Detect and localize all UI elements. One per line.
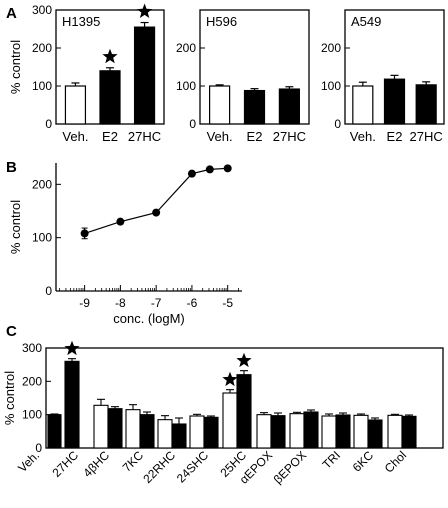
bar [64,360,80,449]
y-tick-label: 0 [334,117,341,131]
y-tick-label: 200 [32,41,52,55]
x-tick-label: -8 [115,296,126,310]
category-label: E2 [102,129,118,144]
data-point [80,229,89,238]
x-tick-label: -7 [151,296,162,310]
bar [289,413,305,449]
bar [133,26,156,125]
category-label: 7KC [120,448,147,475]
bar [171,423,187,449]
x-tick-label: -5 [222,296,233,310]
category-label: 27HC [410,129,443,144]
bar [125,409,141,449]
data-point [223,164,232,173]
bar [256,414,272,449]
bar [157,419,173,449]
bar [189,415,205,449]
y-tick-label: 0 [189,117,196,131]
bar [352,85,374,125]
y-tick-label: 200 [32,177,52,191]
bar [383,78,406,125]
bar [270,415,286,449]
bar [203,416,219,449]
category-label: Veh. [207,129,233,144]
category-label: Veh. [62,129,88,144]
bar [222,392,238,449]
bar [415,84,437,125]
category-label: 24SHC [174,448,211,485]
y-tick-label: 300 [32,3,52,17]
y-tick-label: 100 [32,79,52,93]
y-tick-label: 100 [22,408,42,422]
significance-star [236,352,252,368]
x-tick-label: -9 [79,296,90,310]
category-label: 22RHC [140,448,178,486]
y-axis-label: % control [8,40,23,94]
category-label: E2 [247,129,263,144]
panel-annotation: A549 [351,14,381,29]
category-label: βEPOX [271,448,309,486]
significance-star [102,48,118,64]
bar [209,85,231,125]
category-label: TRI [320,448,344,472]
panel-letter-a: A [6,5,17,22]
category-label: Chol [382,448,409,475]
significance-star [64,340,80,356]
y-tick-label: 200 [22,374,42,388]
y-tick-label: 0 [45,117,52,131]
data-point [205,165,214,174]
bar [47,414,62,449]
category-label: 27HC [273,129,306,144]
category-label: 4βHC [80,448,112,480]
bar [99,70,121,125]
category-label: 27HC [128,129,161,144]
bar [353,414,369,449]
y-tick-label: 300 [22,341,42,355]
y-tick-label: 100 [32,231,52,245]
bar [107,408,123,449]
bar [139,414,155,449]
category-label: 27HC [50,448,82,480]
series-line [84,167,228,234]
y-tick-label: 200 [176,41,196,55]
bar [335,414,351,449]
bar [303,411,319,449]
category-label: Veh. [350,129,376,144]
significance-star [222,371,238,387]
y-tick-label: 200 [321,41,341,55]
y-tick-label: 0 [45,284,52,298]
bar [236,374,252,449]
category-label: E2 [387,129,403,144]
category-label: 6KC [350,448,377,475]
data-point [116,217,125,226]
y-tick-label: 100 [176,79,196,93]
panel-annotation: H1395 [62,14,100,29]
y-tick-label: 100 [321,79,341,93]
bar [64,85,87,125]
data-point [187,169,196,178]
bar [401,415,417,449]
bar [243,89,266,125]
x-tick-label: -6 [187,296,198,310]
bar [321,415,337,449]
panel-letter-b: B [6,159,17,176]
bar [387,414,403,449]
bar [93,404,109,449]
y-axis-label: % control [8,200,23,254]
panel-annotation: H596 [206,14,237,29]
x-axis-label: conc. (logM) [113,311,185,326]
bar [278,88,300,125]
y-tick-label: 0 [35,441,42,455]
significance-star [137,3,153,18]
data-point [152,208,161,217]
panel-letter-c: C [6,323,17,340]
y-axis-label: % control [2,371,17,425]
bar [367,419,383,449]
